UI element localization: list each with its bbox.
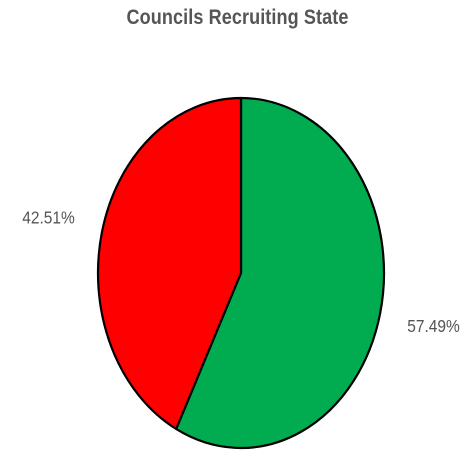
pie-slice-1 (175, 96, 386, 450)
chart-title: Councils Recruiting State (126, 6, 349, 29)
slice-label-1: 57.49% (407, 316, 460, 336)
pie-slice-2 (96, 96, 243, 431)
slice-label-2: 42.51% (22, 208, 75, 228)
